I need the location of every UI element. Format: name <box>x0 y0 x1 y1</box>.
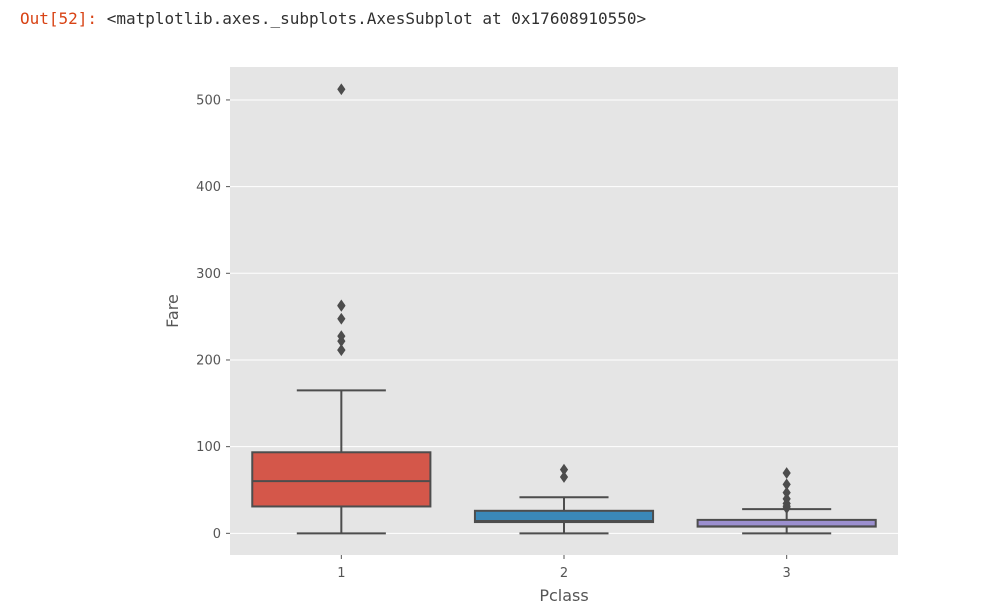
output-line: Out[52]: <matplotlib.axes._subplots.Axes… <box>20 9 646 28</box>
outlier-point <box>782 467 791 479</box>
outlier-point <box>559 471 569 483</box>
outlier-point <box>337 344 346 356</box>
output-text: <matplotlib.axes._subplots.AxesSubplot a… <box>106 9 647 28</box>
x-tick-label-3: 3 <box>783 566 791 581</box>
box-body <box>251 451 432 508</box>
x-tick-label-1: 1 <box>337 566 345 581</box>
outlier-point <box>337 312 346 325</box>
out-prompt: Out[52]: <box>20 9 98 28</box>
box-series <box>251 83 877 535</box>
y-tick-label-100: 100 <box>196 440 221 455</box>
outlier-point <box>337 299 346 312</box>
y-tick-label-300: 300 <box>196 267 221 282</box>
outlier-point <box>782 478 791 491</box>
outlier-point <box>782 486 791 499</box>
outlier-point <box>782 493 791 505</box>
box-class-3 <box>696 467 877 535</box>
y-tick-label-0: 0 <box>213 527 221 542</box>
box-class-2 <box>473 463 655 535</box>
y-tick-label-400: 400 <box>196 180 221 195</box>
outlier-point <box>559 463 569 476</box>
y-axis-ticks: 0 100 200 300 400 500 <box>196 93 230 542</box>
x-axis-ticks: 1 2 3 <box>337 555 791 581</box>
x-tick-label-2: 2 <box>560 566 568 581</box>
y-axis-label: Fare <box>163 294 182 328</box>
outlier-point <box>337 83 346 96</box>
box-body <box>473 509 655 524</box>
box-class-1 <box>251 83 432 535</box>
outlier-point <box>337 330 346 343</box>
y-tick-label-500: 500 <box>196 93 221 108</box>
y-tick-label-200: 200 <box>196 353 221 368</box>
x-axis-label: Pclass <box>539 586 588 605</box>
